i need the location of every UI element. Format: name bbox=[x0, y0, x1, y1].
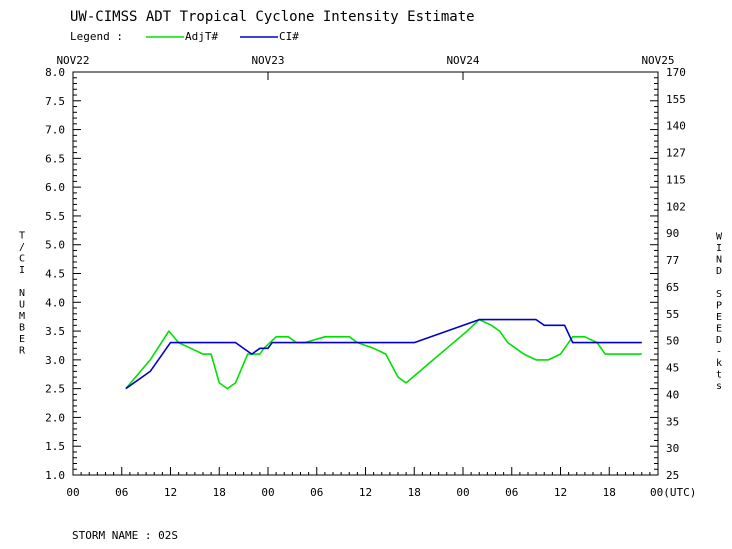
axis-title-char: C bbox=[19, 254, 25, 265]
axis-title-char: T bbox=[19, 231, 25, 242]
axis-title-char: D bbox=[716, 266, 722, 277]
series-line-adjt bbox=[125, 318, 642, 390]
y-tick-label: 2.5 bbox=[45, 383, 65, 396]
x-tick-label: 12 bbox=[359, 486, 372, 499]
y-tick-label: 3.0 bbox=[45, 354, 65, 367]
date-label: NOV23 bbox=[251, 54, 284, 67]
y-tick-label: 8.0 bbox=[45, 66, 65, 79]
axis-title-char: E bbox=[19, 334, 25, 345]
axis-title-char: P bbox=[716, 300, 722, 311]
x-tick-label: 12 bbox=[164, 486, 177, 499]
y2-tick-label: 127 bbox=[666, 147, 686, 160]
axis-title-char: E bbox=[716, 323, 722, 334]
axis-title-char: t bbox=[716, 369, 722, 380]
y-tick-label: 3.5 bbox=[45, 325, 65, 338]
y2-tick-label: 45 bbox=[666, 362, 679, 375]
y-tick-label: 2.0 bbox=[45, 411, 65, 424]
axis-title-char: I bbox=[19, 265, 25, 276]
y2-tick-label: 30 bbox=[666, 442, 679, 455]
y-tick-label: 6.0 bbox=[45, 181, 65, 194]
axis-ticks bbox=[72, 71, 659, 476]
series-lines bbox=[125, 318, 642, 390]
x-tick-label: 00(UTC) bbox=[650, 486, 696, 499]
axis-title-char: U bbox=[19, 300, 25, 311]
y-tick-label: 7.0 bbox=[45, 124, 65, 137]
y2-tick-label: 170 bbox=[666, 66, 686, 79]
y2-tick-label: 155 bbox=[666, 93, 686, 106]
y2-tick-label: 115 bbox=[666, 173, 686, 186]
y2-tick-label: 90 bbox=[666, 227, 679, 240]
y2-tick-label: 55 bbox=[666, 308, 679, 321]
y2-tick-labels: 25 30 35 40 45 50 55 65 77 90 102 115 127 140 155 170 bbox=[666, 66, 686, 482]
legend-entry-adjt: AdjT# bbox=[185, 30, 218, 43]
y2-tick-label: 40 bbox=[666, 388, 679, 401]
x-tick-label: 06 bbox=[310, 486, 323, 499]
axis-title-char: S bbox=[716, 289, 722, 300]
axis-title-char: W bbox=[716, 231, 723, 242]
storm-name: STORM NAME : 02S bbox=[72, 529, 178, 542]
axis-title-char: D bbox=[716, 335, 722, 346]
x-tick-label: 00 bbox=[66, 486, 79, 499]
x-tick-labels: 00 06 12 18 00 06 12 18 00 06 12 18 00(UTC) bbox=[66, 486, 696, 499]
y-tick-label: 4.0 bbox=[45, 296, 65, 309]
y2-tick-label: 65 bbox=[666, 281, 679, 294]
x-tick-label: 18 bbox=[408, 486, 421, 499]
plot-frame bbox=[72, 71, 659, 476]
x-tick-label: 18 bbox=[603, 486, 616, 499]
axis-title-char: k bbox=[716, 358, 722, 369]
y2-tick-label: 50 bbox=[666, 335, 679, 348]
axis-title-char: / bbox=[19, 242, 25, 253]
x-tick-label: 00 bbox=[261, 486, 274, 499]
date-label: NOV24 bbox=[446, 54, 479, 67]
y-tick-label: 7.5 bbox=[45, 95, 65, 108]
axis-title-char: N bbox=[716, 254, 722, 265]
y-tick-label: 4.5 bbox=[45, 268, 65, 281]
x-tick-label: 12 bbox=[554, 486, 567, 499]
y2-tick-label: 35 bbox=[666, 415, 679, 428]
series-line-ci bbox=[125, 318, 642, 390]
axis-title-char: E bbox=[716, 312, 722, 323]
y-tick-labels: 1.0 1.5 2.0 2.5 3.0 3.5 4.0 4.5 5.0 5.5 6.0 6.5 7.0 7… bbox=[45, 66, 65, 482]
x-tick-label: 06 bbox=[505, 486, 518, 499]
chart-title: UW-CIMSS ADT Tropical Cyclone Intensity … bbox=[70, 9, 475, 25]
axis-title-char: s bbox=[716, 381, 722, 392]
y-tick-label: 1.5 bbox=[45, 440, 65, 453]
x-tick-label: 06 bbox=[115, 486, 128, 499]
date-label: NOV22 bbox=[56, 54, 89, 67]
y2-tick-label: 102 bbox=[666, 200, 686, 213]
legend-entry-ci: CI# bbox=[279, 30, 299, 43]
x-tick-label: 00 bbox=[456, 486, 469, 499]
y2-tick-label: 77 bbox=[666, 254, 679, 267]
axis-title-char: N bbox=[19, 288, 25, 299]
x-tick-label: 18 bbox=[213, 486, 226, 499]
y-tick-label: 6.5 bbox=[45, 152, 65, 165]
y2-tick-label: 25 bbox=[666, 469, 679, 482]
legend-label: Legend : bbox=[70, 30, 123, 43]
date-label: NOV25 bbox=[641, 54, 674, 67]
y-tick-label: 1.0 bbox=[45, 469, 65, 482]
y2-tick-label: 140 bbox=[666, 120, 686, 133]
y-tick-label: 5.0 bbox=[45, 239, 65, 252]
y-tick-label: 5.5 bbox=[45, 210, 65, 223]
axis-title-char: R bbox=[19, 346, 26, 357]
axis-title-char: M bbox=[19, 311, 25, 322]
axis-title-char: I bbox=[716, 243, 722, 254]
axis-title-char: - bbox=[716, 346, 722, 357]
axis-title-char: B bbox=[19, 323, 25, 334]
date-labels: NOV22 NOV23 NOV24 NOV25 bbox=[56, 54, 674, 67]
